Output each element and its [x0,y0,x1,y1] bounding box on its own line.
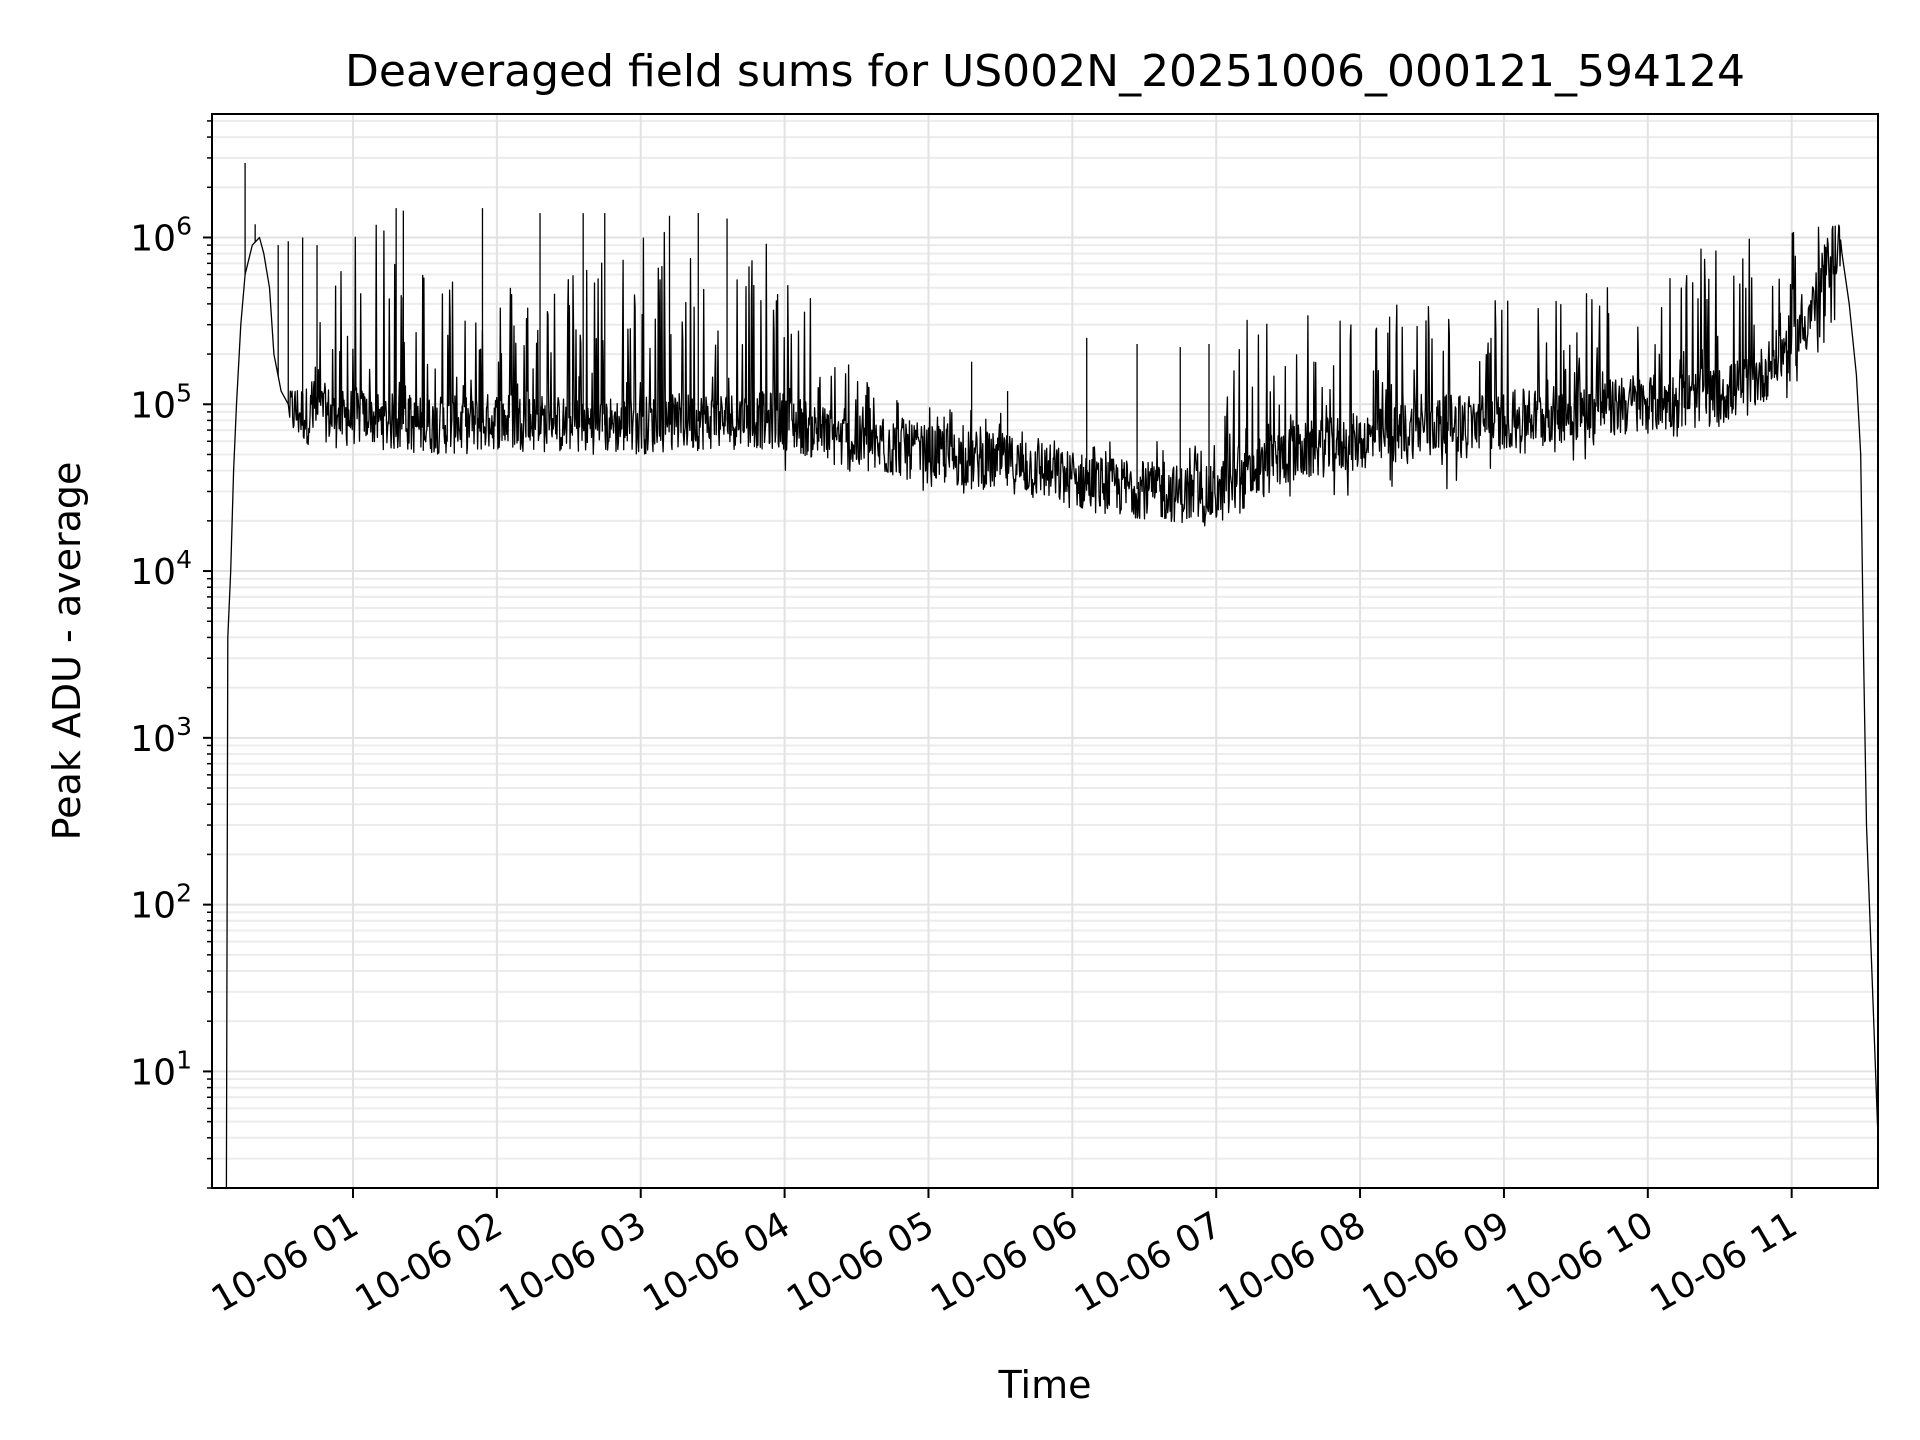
y-tick-label: 101 [130,1045,192,1093]
data-series [225,162,1879,1189]
y-axis-ticks: 101 102 103 104 105 106 [130,120,212,1189]
series-line [225,224,1879,1189]
grid [212,114,1878,1189]
y-tick-label: 104 [130,545,192,593]
y-tick-label: 106 [130,211,192,259]
y-tick-label: 102 [130,879,192,927]
y-tick-label: 105 [130,378,192,426]
plot-frame [211,113,1879,1189]
y-tick-label: 103 [130,712,192,760]
chart-title: Deaveraged field sums for US002N_2025100… [345,46,1745,97]
y-axis-label: Peak ADU - average [45,462,89,841]
x-axis-label: Time [998,1363,1092,1407]
